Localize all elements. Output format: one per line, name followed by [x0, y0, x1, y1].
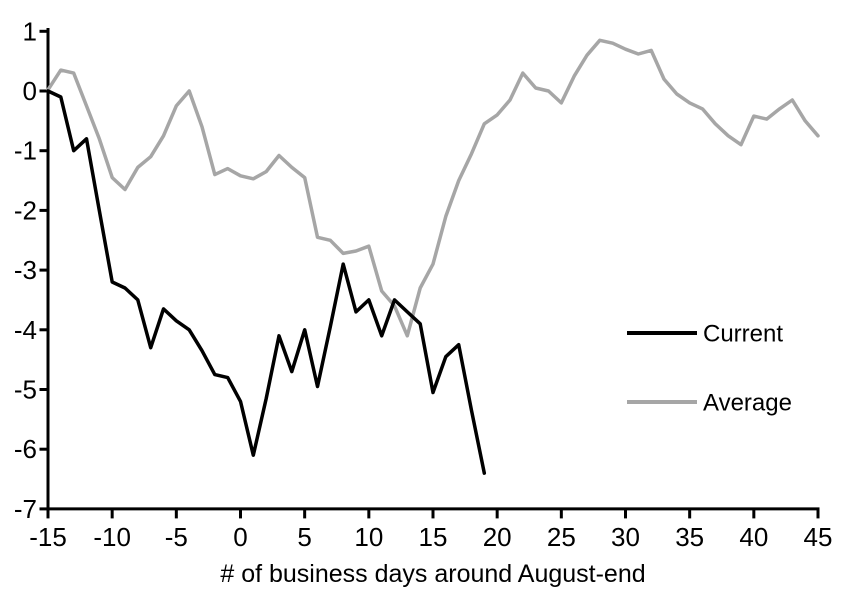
y-tick-label: -1 [14, 136, 37, 166]
x-tick-label: 25 [547, 522, 576, 552]
axes [46, 28, 820, 511]
legend-label-current: Current [703, 321, 783, 348]
x-tick-label: 35 [675, 522, 704, 552]
x-axis-title: # of business days around August-end [220, 560, 645, 588]
y-tick-label: 1 [23, 16, 37, 46]
series-lines [46, 38, 820, 475]
x-tick-label: 30 [611, 522, 640, 552]
legend-label-average: Average [703, 390, 792, 417]
series-average-line [46, 38, 820, 338]
y-tick-label: -3 [14, 255, 37, 285]
x-tick-label: 15 [419, 522, 448, 552]
x-tick-label: 20 [483, 522, 512, 552]
y-tick-label: -5 [14, 375, 37, 405]
x-tick-label: -5 [165, 522, 188, 552]
x-tick-label: 5 [297, 522, 311, 552]
y-tick-label: -4 [14, 315, 37, 345]
x-tick-label: 10 [354, 522, 383, 552]
y-tick-label: -6 [14, 434, 37, 464]
x-tick-label: -10 [93, 522, 131, 552]
y-tick-label: 0 [23, 76, 37, 106]
x-tick-label: 0 [233, 522, 247, 552]
x-tick-label: 40 [739, 522, 768, 552]
series-current-line [46, 89, 487, 475]
y-tick-label: -7 [14, 494, 37, 524]
x-tick-label: 45 [804, 522, 833, 552]
y-tick-label: -2 [14, 195, 37, 225]
legend: Current Average [627, 321, 792, 417]
x-tick-label: -15 [29, 522, 67, 552]
axis-ticks: -15 -10 -5 0 5 10 15 20 25 30 35 40 4510-1-2-3-4-5-6… [14, 16, 833, 552]
